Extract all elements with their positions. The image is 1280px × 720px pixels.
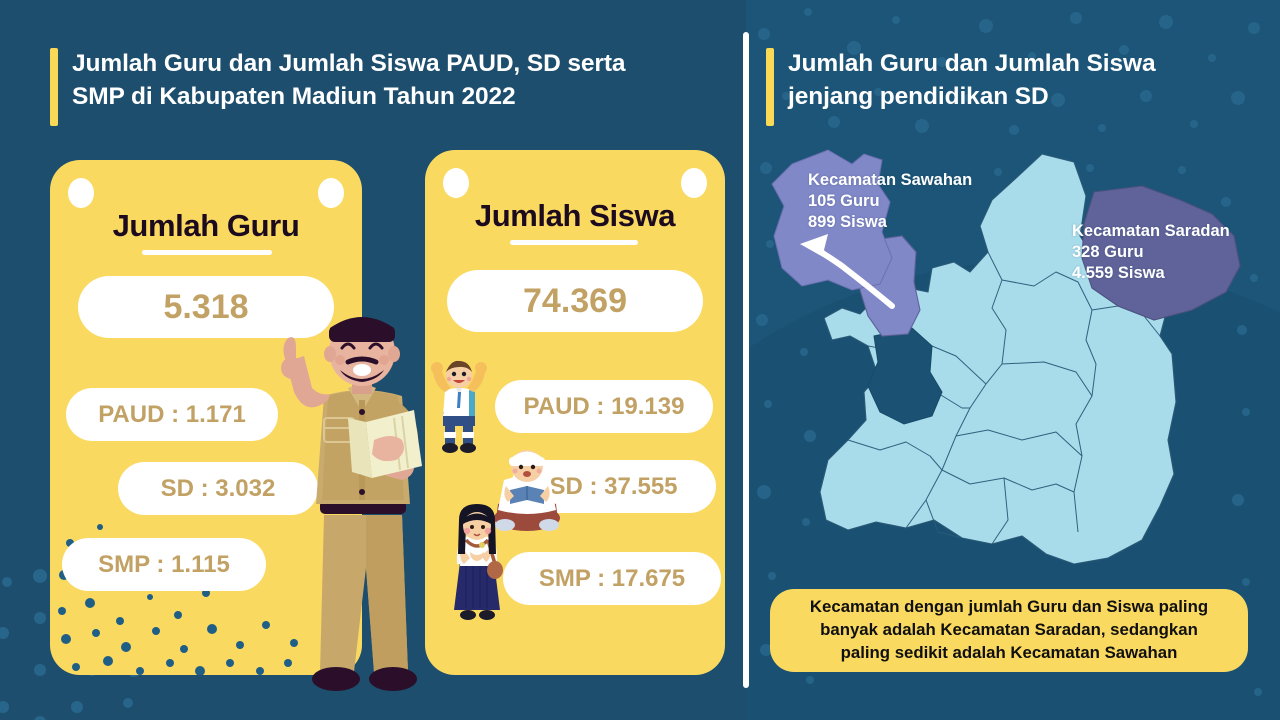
map-callout-arrowhead-icon bbox=[800, 234, 832, 262]
card-title-siswa: Jumlah Siswa bbox=[474, 198, 676, 233]
summary-caption-box: Kecamatan dengan jumlah Guru dan Siswa p… bbox=[770, 589, 1248, 672]
pill-total-guru: 5.318 bbox=[78, 276, 334, 338]
card-title-guru: Jumlah Guru bbox=[112, 208, 300, 243]
title-accent-bar bbox=[50, 48, 58, 126]
card-title-underline bbox=[142, 250, 272, 255]
student-girl-illustration bbox=[454, 504, 503, 620]
pill-sd-guru: SD : 3.032 bbox=[118, 462, 318, 515]
card-hole-left-icon bbox=[68, 178, 94, 208]
map-label-saradan: Kecamatan Saradan 328 Guru 4.559 Siswa bbox=[1072, 222, 1230, 282]
background-dot-pattern bbox=[756, 8, 1262, 696]
map-label-sawahan: Kecamatan Sawahan 105 Guru 899 Siswa bbox=[808, 171, 973, 231]
pill-smp-siswa: SMP : 17.675 bbox=[503, 552, 721, 605]
pill-paud-siswa: PAUD : 19.139 bbox=[495, 380, 713, 433]
madiun-regency-map bbox=[756, 140, 1272, 570]
map-enclave-kota-madiun bbox=[867, 327, 943, 425]
teacher-illustration bbox=[281, 317, 422, 691]
card-hole-left-icon bbox=[443, 168, 469, 198]
pill-smp-guru: SMP : 1.115 bbox=[62, 538, 266, 591]
card-hole-right-icon bbox=[681, 168, 707, 198]
student-reading-illustration bbox=[494, 450, 560, 531]
map-district-saradan bbox=[1081, 185, 1241, 321]
right-title-text: Jumlah Guru dan Jumlah Siswa jenjang pen… bbox=[788, 50, 1156, 110]
left-title-text: Jumlah Guru dan Jumlah Siswa PAUD, SD se… bbox=[72, 50, 626, 110]
summary-caption-text: Kecamatan dengan jumlah Guru dan Siswa p… bbox=[809, 597, 1209, 662]
title-accent-bar bbox=[766, 48, 774, 126]
map-inset-sawahan bbox=[771, 149, 893, 291]
pill-paud-guru: PAUD : 1.171 bbox=[66, 388, 278, 441]
card-title-underline bbox=[510, 240, 638, 245]
panel-divider bbox=[743, 32, 749, 688]
left-panel: Jumlah Guru dan Jumlah Siswa PAUD, SD se… bbox=[0, 48, 725, 720]
map-svg bbox=[771, 149, 1241, 565]
right-title-block: Jumlah Guru dan Jumlah Siswa jenjang pen… bbox=[766, 48, 1236, 126]
pill-total-siswa: 74.369 bbox=[447, 270, 703, 332]
left-title-block: Jumlah Guru dan Jumlah Siswa PAUD, SD se… bbox=[50, 48, 710, 126]
card-hole-right-icon bbox=[318, 178, 344, 208]
student-boy-illustration bbox=[431, 360, 487, 453]
